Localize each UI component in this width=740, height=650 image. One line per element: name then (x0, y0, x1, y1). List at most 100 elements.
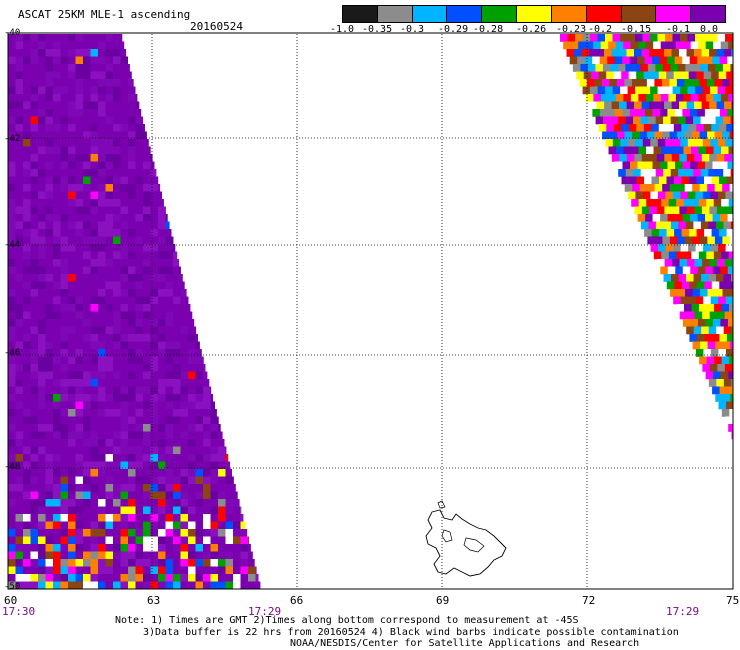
swath-cell (8, 214, 16, 222)
swath-cell (686, 49, 695, 57)
swath-cell (665, 86, 673, 95)
swath-cell (158, 296, 166, 305)
swath-cell (717, 259, 725, 267)
swath-cell (113, 116, 121, 125)
swath-cell (98, 371, 106, 380)
swath-cell (701, 154, 710, 162)
swath-cell (611, 154, 620, 162)
swath-cell (68, 454, 76, 462)
swath-cell (120, 514, 129, 522)
swath-cell (158, 461, 166, 470)
swath-cell (60, 191, 69, 200)
swath-cell (45, 86, 54, 95)
swath-cell (113, 244, 121, 252)
swath-cell (657, 34, 666, 42)
swath-cell (203, 536, 211, 545)
swath-cell (30, 416, 39, 425)
swath-cell (53, 574, 61, 582)
swath-cell (113, 334, 121, 342)
swath-cell (718, 401, 727, 410)
swath-cell (83, 469, 91, 477)
swath-cell (68, 64, 76, 72)
swath-cell (8, 116, 16, 125)
swath-cell (23, 139, 31, 147)
swath-cell (15, 364, 24, 372)
swath-cell (639, 79, 648, 87)
swath-cell (30, 409, 39, 417)
swath-cell (158, 214, 166, 222)
swath-cell (218, 416, 219, 425)
swath-cell (691, 304, 700, 312)
swath-cell (233, 559, 241, 567)
swath-cell (53, 544, 61, 552)
swath-cell (30, 536, 39, 545)
swath-cell (158, 551, 166, 560)
swath-cell (8, 349, 16, 357)
swath-cell (105, 394, 114, 402)
swath-cell (15, 281, 24, 290)
swath-cell (23, 169, 31, 177)
swath-cell (105, 544, 114, 552)
swath-cell (8, 559, 16, 567)
swath-cell (150, 154, 153, 162)
swath-cell (23, 341, 31, 350)
swath-cell (53, 154, 61, 162)
swath-cell (128, 206, 136, 215)
swath-cell (90, 116, 99, 125)
swath-cell (53, 536, 61, 545)
swath-cell (23, 274, 31, 282)
swath-cell (60, 491, 69, 500)
swath-cell (75, 409, 84, 417)
swath-cell (113, 506, 121, 515)
swath-cell (165, 499, 174, 507)
swath-cell (30, 394, 39, 402)
swath-cell (120, 304, 129, 312)
swath-cell (656, 101, 665, 110)
swath-cell (23, 499, 31, 507)
swath-cell (45, 491, 54, 500)
swath-cell (240, 559, 249, 567)
swath-cell (105, 476, 114, 485)
swath-cell (158, 326, 166, 335)
swath-cell (83, 161, 91, 170)
swath-cell (188, 551, 196, 560)
swath-cell (15, 116, 24, 125)
swath-cell (8, 56, 16, 65)
swath-cell (158, 431, 166, 440)
swath-cell (685, 169, 694, 177)
swath-cell (594, 79, 603, 87)
swath-cell (695, 244, 704, 252)
swath-cell (660, 94, 669, 102)
swath-cell (15, 551, 24, 560)
swath-cell (53, 491, 61, 500)
swath-cell (128, 454, 136, 462)
colorbar-label: -0.2 (588, 24, 613, 35)
swath-cell (210, 401, 215, 410)
swath-cell (98, 274, 106, 282)
swath-cell (709, 154, 718, 162)
swath-cell (23, 116, 31, 125)
swath-cell (68, 191, 76, 200)
swath-cell (143, 574, 151, 582)
swath-cell (724, 311, 733, 320)
swath-cell (90, 236, 99, 245)
swath-cell (726, 281, 734, 290)
swath-cell (703, 349, 712, 357)
swath-cell (120, 386, 129, 395)
swath-cell (143, 259, 151, 267)
swath-cell (8, 334, 16, 342)
swath-cell (83, 169, 91, 177)
swath-cell (15, 446, 24, 455)
swath-cell (664, 49, 672, 57)
swath-cell (8, 544, 16, 552)
swath-cell (634, 101, 642, 110)
swath-cell (691, 146, 699, 155)
swath-cell (143, 326, 151, 335)
swath-cell (105, 371, 114, 380)
swath-cell (38, 536, 46, 545)
swath-cell (98, 341, 106, 350)
swath-cell (113, 146, 121, 155)
swath-cell (708, 274, 717, 282)
swath-cell (53, 356, 61, 365)
swath-cell (592, 56, 600, 65)
